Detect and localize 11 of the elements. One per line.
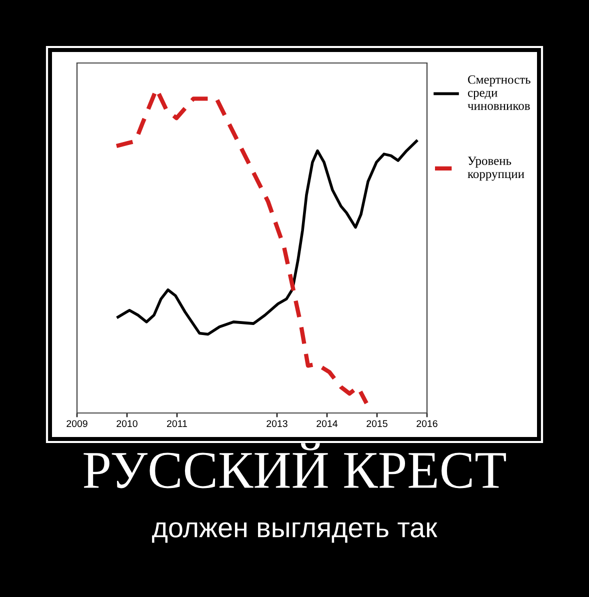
x-tick-label: 2011 [167, 420, 187, 428]
text: должен выглядеть так [152, 522, 438, 543]
x-tick-label: 2015 [366, 420, 388, 428]
x-tick-label: 2010 [116, 420, 138, 428]
x-tick-label: 2016 [416, 420, 438, 428]
legend-label: Уровень коррупции [468, 156, 524, 181]
text: РУССКИЙ КРЕСТ [84, 443, 506, 488]
x-tick-label: 2014 [316, 420, 338, 428]
x-tick-label: 2009 [66, 420, 88, 428]
legend-label: Смертность среди чиновников [468, 75, 530, 110]
x-tick-label: 2013 [266, 420, 288, 428]
